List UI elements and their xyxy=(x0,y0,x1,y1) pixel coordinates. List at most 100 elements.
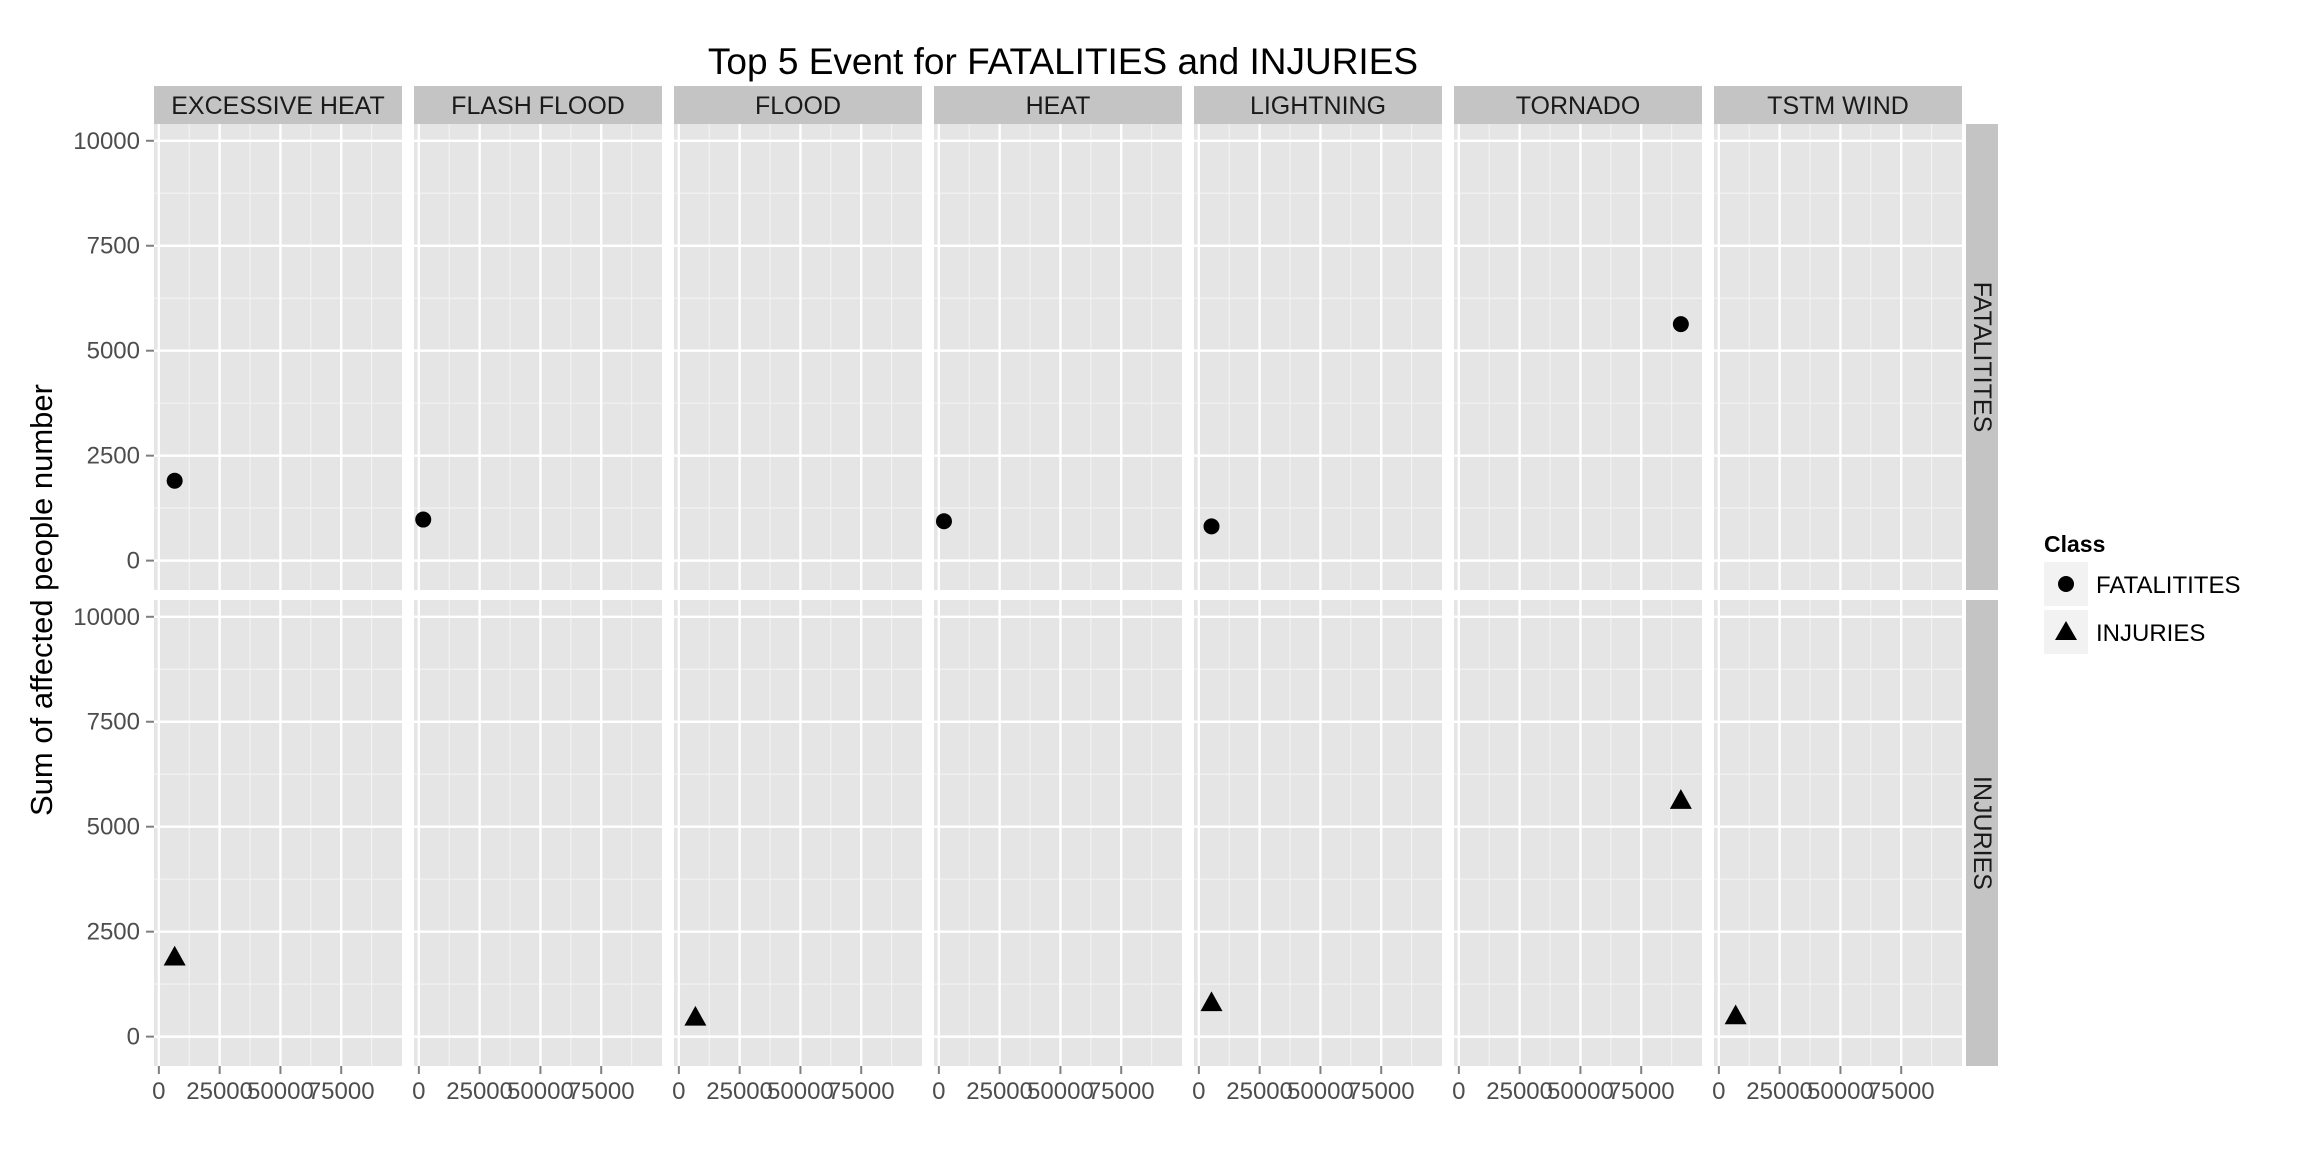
legend: Class FATALITITES INJURIES xyxy=(2044,531,2240,654)
facet-label-flash-flood: FLASH FLOOD xyxy=(451,92,625,120)
panel-lightning-fatalitites xyxy=(1194,124,1442,590)
x-tick-label: 0 xyxy=(412,1078,425,1105)
x-tick-label: 50000 xyxy=(507,1078,574,1105)
x-tick-label: 75000 xyxy=(1088,1078,1155,1105)
x-tick-label: 0 xyxy=(672,1078,685,1105)
data-point-tornado-fatalitites xyxy=(1672,316,1689,333)
x-tick-label: 25000 xyxy=(966,1078,1033,1105)
panel-background xyxy=(414,600,662,1066)
legend-label-injuries: INJURIES xyxy=(2096,620,2205,647)
x-tick-label: 0 xyxy=(1452,1078,1465,1105)
facet-strip-lightning xyxy=(1194,86,1442,124)
panel-flood-fatalitites xyxy=(674,124,922,590)
panel-tstm-wind-fatalitites xyxy=(1714,124,1962,590)
x-tick-label: 0 xyxy=(1712,1078,1725,1105)
data-point-lightning-fatalitites xyxy=(1203,518,1220,535)
facet-strip-heat xyxy=(934,86,1182,124)
x-tick-label: 25000 xyxy=(1226,1078,1293,1105)
facet-label-tornado: TORNADO xyxy=(1516,92,1641,120)
panel-heat-injuries xyxy=(934,600,1182,1066)
facet-label-tstm-wind: TSTM WIND xyxy=(1767,92,1909,120)
facet-strip-fatalitites xyxy=(1966,124,1998,590)
legend-label-fatalitites: FATALITITES xyxy=(2096,572,2240,599)
panel-flash-flood-fatalitites xyxy=(414,124,662,590)
x-tick-label: 75000 xyxy=(1348,1078,1415,1105)
x-tick-label: 75000 xyxy=(1608,1078,1675,1105)
data-point-excessive-heat-fatalitites xyxy=(166,472,183,489)
x-tick-label: 50000 xyxy=(767,1078,834,1105)
y-tick-label: 5000 xyxy=(87,338,140,365)
facet-label-injuries: INJURIES xyxy=(1968,776,1996,890)
facet-panels: EXCESSIVE HEAT FLASH FLOOD FLOOD HEAT LIGHTN… xyxy=(73,86,1998,1105)
data-point-heat-fatalitites xyxy=(935,513,952,530)
facet-strip-injuries xyxy=(1966,600,1998,1066)
panel-tornado-injuries xyxy=(1454,600,1702,1066)
x-tick-label: 75000 xyxy=(1868,1078,1935,1105)
chart-title: Top 5 Event for FATALITIES and INJURIES xyxy=(708,41,1418,82)
data-point-lightning-injuries xyxy=(1200,991,1223,1012)
panel-excessive-heat-fatalitites xyxy=(154,124,402,590)
data-point-tstm-wind-injuries xyxy=(1724,1004,1747,1025)
panel-background xyxy=(1714,600,1962,1066)
facet-strip-tornado xyxy=(1454,86,1702,124)
facet-strip-tstm-wind xyxy=(1714,86,1962,124)
panel-tstm-wind-injuries xyxy=(1714,600,1962,1066)
panel-background xyxy=(1454,124,1702,590)
x-tick-label: 25000 xyxy=(706,1078,773,1105)
y-tick-label: 10000 xyxy=(73,604,140,631)
panel-background xyxy=(1194,600,1442,1066)
panel-background xyxy=(674,600,922,1066)
y-tick-label: 2500 xyxy=(87,919,140,946)
panel-heat-fatalitites xyxy=(934,124,1182,590)
panel-background xyxy=(154,124,402,590)
panel-flash-flood-injuries xyxy=(414,600,662,1066)
x-tick-label: 75000 xyxy=(828,1078,895,1105)
y-tick-label: 7500 xyxy=(87,233,140,260)
x-tick-label: 25000 xyxy=(1746,1078,1813,1105)
panel-background xyxy=(1714,124,1962,590)
x-tick-label: 50000 xyxy=(1807,1078,1874,1105)
panel-background xyxy=(414,124,662,590)
legend-title: Class xyxy=(2044,531,2105,557)
panel-background xyxy=(674,124,922,590)
x-tick-label: 0 xyxy=(152,1078,165,1105)
panel-background xyxy=(1194,124,1442,590)
y-tick-label: 7500 xyxy=(87,709,140,736)
y-tick-label: 2500 xyxy=(87,443,140,470)
facet-strip-excessive-heat xyxy=(154,86,402,124)
data-point-flash-flood-fatalitites xyxy=(415,511,432,528)
panel-background xyxy=(154,600,402,1066)
panel-lightning-injuries xyxy=(1194,600,1442,1066)
legend-triangle-icon xyxy=(2055,621,2077,640)
y-axis-title: Sum of affected people number xyxy=(24,384,59,816)
facet-label-fatalitites: FATALITITES xyxy=(1968,282,1996,433)
data-point-excessive-heat-injuries xyxy=(163,945,186,966)
y-tick-label: 0 xyxy=(127,1024,140,1051)
x-tick-label: 25000 xyxy=(186,1078,253,1105)
panel-background xyxy=(1454,600,1702,1066)
panel-flood-injuries xyxy=(674,600,922,1066)
y-tick-label: 5000 xyxy=(87,814,140,841)
facet-strip-flash-flood xyxy=(414,86,662,124)
panel-excessive-heat-injuries xyxy=(154,600,402,1066)
facet-label-flood: FLOOD xyxy=(755,92,841,120)
x-tick-label: 50000 xyxy=(247,1078,314,1105)
data-point-tornado-injuries xyxy=(1669,789,1692,809)
x-tick-label: 75000 xyxy=(308,1078,375,1105)
x-tick-label: 25000 xyxy=(1486,1078,1553,1105)
x-tick-label: 75000 xyxy=(568,1078,635,1105)
panel-background xyxy=(934,600,1182,1066)
x-tick-label: 50000 xyxy=(1027,1078,1094,1105)
panel-tornado-fatalitites xyxy=(1454,124,1702,590)
panel-background xyxy=(934,124,1182,590)
x-tick-label: 0 xyxy=(932,1078,945,1105)
facet-strip-flood xyxy=(674,86,922,124)
x-tick-label: 25000 xyxy=(446,1078,513,1105)
facet-label-excessive-heat: EXCESSIVE HEAT xyxy=(171,92,385,120)
facet-label-heat: HEAT xyxy=(1026,92,1091,120)
x-tick-label: 50000 xyxy=(1547,1078,1614,1105)
x-tick-label: 0 xyxy=(1192,1078,1205,1105)
legend-circle-icon xyxy=(2058,576,2074,592)
y-tick-label: 0 xyxy=(127,548,140,575)
